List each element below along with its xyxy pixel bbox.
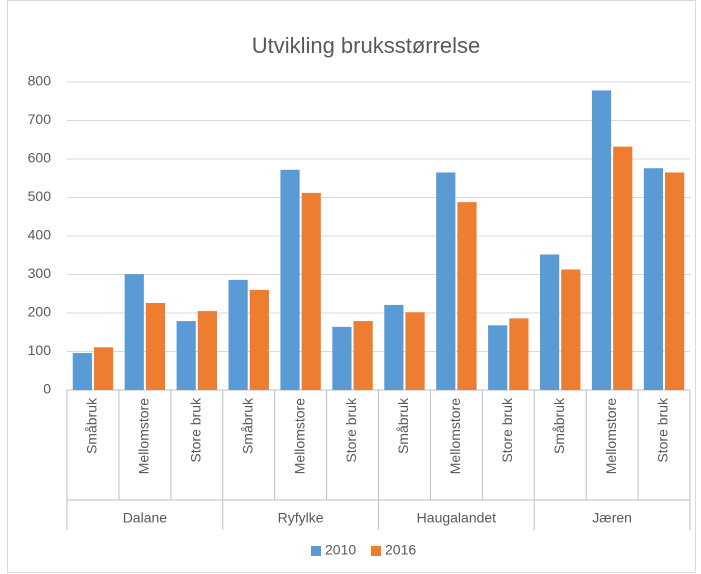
x-tick-label: Småbruk	[239, 397, 255, 454]
bar	[332, 326, 352, 390]
bar	[488, 325, 508, 390]
y-tick-label: 500	[28, 188, 52, 204]
y-tick-label: 200	[28, 304, 52, 320]
x-tick-label: Småbruk	[395, 397, 411, 454]
x-tick-label: Mellomstore	[291, 398, 307, 474]
x-tick-label: Småbruk	[84, 397, 100, 454]
group-label: Jæren	[592, 510, 632, 526]
bar	[539, 254, 560, 390]
bar	[197, 311, 218, 390]
bar	[591, 90, 612, 390]
bar	[93, 347, 114, 390]
x-tick-label: Mellomstore	[447, 398, 463, 474]
x-tick-label: Småbruk	[551, 397, 567, 454]
x-tick-label: Store bruk	[499, 397, 515, 463]
x-tick-label: Mellomstore	[136, 398, 152, 474]
bar	[665, 172, 685, 390]
legend-swatch	[371, 546, 381, 556]
y-tick-label: 400	[28, 227, 52, 243]
x-tick-label: Store bruk	[343, 397, 359, 463]
x-tick-label: Store bruk	[187, 397, 203, 463]
legend-label: 2016	[385, 542, 416, 558]
y-tick-label: 300	[28, 265, 52, 281]
bar	[384, 304, 404, 390]
bar	[457, 202, 477, 390]
bar	[72, 353, 92, 390]
bar	[405, 312, 425, 390]
bar	[509, 318, 529, 390]
bar	[176, 321, 196, 390]
bar	[613, 146, 633, 390]
chart-border	[7, 0, 696, 573]
x-tick-label: Store bruk	[655, 397, 671, 463]
bar	[145, 302, 166, 390]
group-label: Haugalandet	[417, 510, 497, 526]
legend-swatch	[311, 546, 321, 556]
bar	[124, 274, 144, 390]
bar	[643, 168, 664, 390]
y-tick-label: 600	[28, 150, 52, 166]
bar	[353, 321, 373, 390]
bar	[228, 279, 248, 390]
chart-title: Utvikling bruksstørrelse	[252, 33, 481, 58]
y-tick-label: 800	[28, 73, 52, 89]
y-tick-label: 700	[28, 111, 52, 127]
x-tick-label: Mellomstore	[603, 398, 619, 474]
group-label: Ryfylke	[278, 510, 324, 526]
bar	[249, 289, 269, 390]
group-label: Dalane	[123, 510, 168, 526]
legend-label: 2010	[325, 542, 356, 558]
bar	[436, 172, 456, 390]
bar	[280, 169, 300, 390]
bar	[301, 192, 321, 390]
y-tick-label: 100	[28, 342, 52, 358]
bar	[561, 269, 581, 390]
y-tick-label: 0	[43, 381, 51, 397]
